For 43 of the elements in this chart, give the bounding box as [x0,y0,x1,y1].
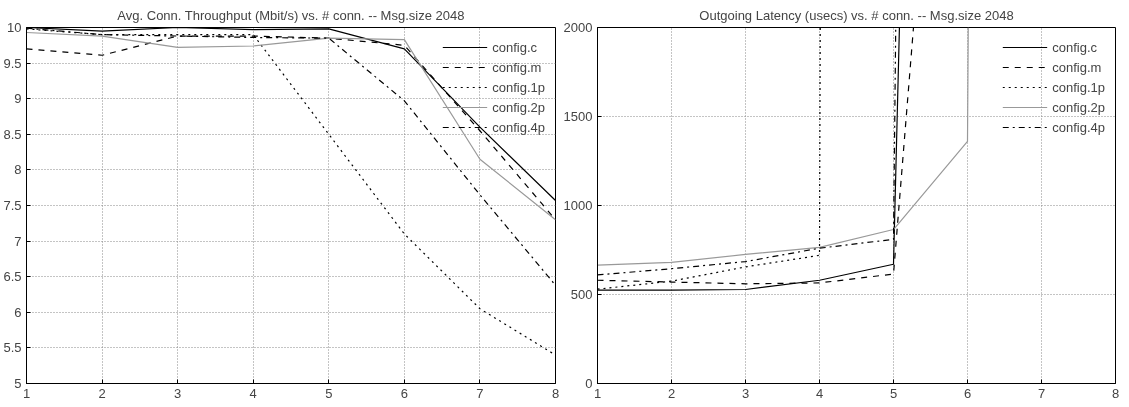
y-tick-label: 7 [14,233,22,249]
x-tick-label: 5 [325,385,333,401]
x-tick-label: 5 [889,385,898,401]
legend-label: config.2p [1052,99,1105,115]
y-tick-label: 6.5 [3,269,22,285]
legend-label: config.c [492,39,538,55]
y-tick-label: 8.5 [3,126,22,142]
x-tick-label: 3 [741,385,750,401]
y-tick-label: 5.5 [3,340,22,356]
y-tick-label: 500 [570,287,593,302]
legend-label: config.4p [492,119,545,135]
y-tick-label: 2000 [563,20,593,35]
y-tick-label: 8 [14,162,22,178]
x-tick-label: 6 [963,385,972,401]
legend-label: config.4p [1052,119,1105,135]
x-tick-label: 2 [667,385,676,401]
y-tick-label: 1500 [563,109,593,124]
y-tick-label: 10 [7,20,22,35]
legend-label: config.m [492,59,542,75]
chart-title: Outgoing Latency (usecs) vs. # conn. -- Msg.size 2048 [699,7,1014,23]
legend-label: config.1p [492,79,545,95]
x-tick-label: 6 [400,385,408,401]
x-tick-label: 2 [98,385,106,401]
x-tick-label: 1 [593,385,602,401]
y-tick-label: 6 [14,304,22,320]
legend-label: config.c [1052,39,1098,55]
x-tick-label: 8 [1111,385,1120,401]
x-tick-label: 7 [476,385,484,401]
x-tick-label: 8 [551,385,560,401]
x-tick-label: 7 [1037,385,1046,401]
x-tick-label: 1 [22,385,31,401]
y-tick-label: 0 [585,376,593,391]
legend-label: config.m [1052,59,1102,75]
x-tick-label: 3 [174,385,182,401]
y-tick-label: 9 [14,91,22,107]
x-tick-label: 4 [815,385,824,401]
y-tick-label: 1000 [563,198,593,213]
chart-title: Avg. Conn. Throughput (Mbit/s) vs. # conn. -- Msg.size 2048 [117,7,465,23]
y-tick-label: 9.5 [3,55,22,71]
legend-label: config.1p [1052,79,1105,95]
y-tick-label: 7.5 [3,198,22,213]
legend-label: config.2p [492,99,545,115]
x-tick-label: 4 [249,385,257,401]
